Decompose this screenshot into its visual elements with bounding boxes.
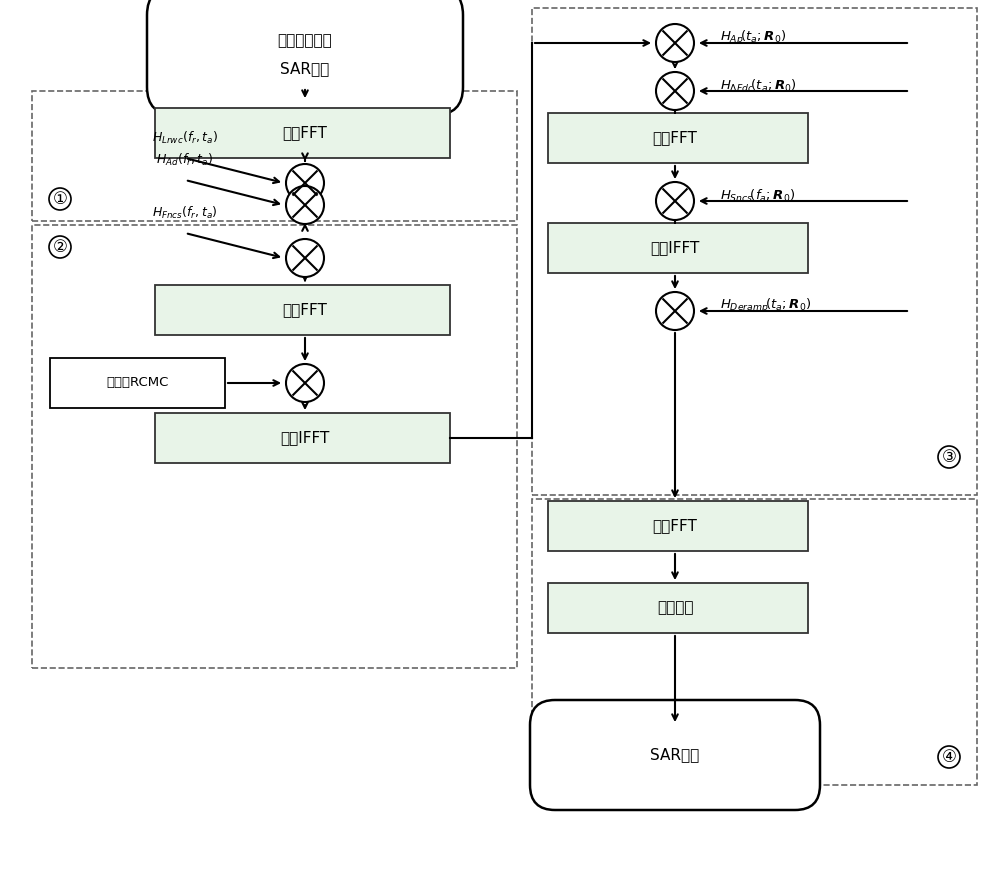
Circle shape — [656, 24, 694, 62]
Circle shape — [286, 364, 324, 402]
Text: 方位FFT: 方位FFT — [653, 130, 697, 146]
Text: ④: ④ — [942, 748, 956, 766]
Text: $H_{Fncs}\left(f_r,t_a\right)$: $H_{Fncs}\left(f_r,t_a\right)$ — [152, 205, 218, 221]
Circle shape — [656, 182, 694, 220]
Circle shape — [656, 292, 694, 330]
Bar — [548, 583, 808, 633]
Text: 方位IFFT: 方位IFFT — [280, 430, 330, 445]
Bar — [32, 91, 517, 221]
Bar — [155, 413, 450, 463]
Text: 方位FFT: 方位FFT — [653, 519, 697, 533]
Text: $H_{\Delta Fdc}\!\left(t_a;\boldsymbol{R}_0\right)$: $H_{\Delta Fdc}\!\left(t_a;\boldsymbol{R… — [720, 78, 797, 94]
Text: SAR成像: SAR成像 — [650, 747, 700, 762]
Text: $H_{Ad}\left(f_r,t_a\right)$: $H_{Ad}\left(f_r,t_a\right)$ — [156, 152, 214, 168]
Bar — [50, 358, 225, 408]
Bar — [548, 223, 808, 273]
Text: 统一的RCMC: 统一的RCMC — [106, 376, 169, 389]
FancyBboxPatch shape — [530, 700, 820, 810]
Circle shape — [286, 186, 324, 224]
Circle shape — [286, 164, 324, 202]
Text: 距离FFT: 距离FFT — [283, 126, 327, 141]
Text: $H_{Deramp}\!\left(t_a;\boldsymbol{R}_0\right)$: $H_{Deramp}\!\left(t_a;\boldsymbol{R}_0\… — [720, 297, 811, 315]
Text: ③: ③ — [942, 448, 956, 466]
Text: $H_{Sncs}\!\left(f_a;\boldsymbol{R}_0\right)$: $H_{Sncs}\!\left(f_a;\boldsymbol{R}_0\ri… — [720, 188, 795, 204]
FancyBboxPatch shape — [147, 0, 463, 115]
Circle shape — [286, 239, 324, 277]
Text: SAR数据: SAR数据 — [280, 61, 330, 77]
Bar — [155, 108, 450, 158]
Bar — [532, 499, 977, 785]
Text: $H_{Lrwc}\left(f_r,t_a\right)$: $H_{Lrwc}\left(f_r,t_a\right)$ — [152, 130, 218, 146]
Text: ①: ① — [53, 190, 67, 208]
Text: 方位IFFT: 方位IFFT — [650, 240, 700, 256]
Text: 方位FFT: 方位FFT — [283, 303, 327, 318]
Bar — [532, 8, 977, 495]
Text: $H_{Ap}\!\left(t_a;\boldsymbol{R}_0\right)$: $H_{Ap}\!\left(t_a;\boldsymbol{R}_0\righ… — [720, 29, 786, 47]
Bar — [548, 113, 808, 163]
Bar — [548, 501, 808, 551]
Bar — [155, 285, 450, 335]
Text: 距离脉压后的: 距离脉压后的 — [278, 32, 332, 48]
Text: 几何校正: 几何校正 — [657, 601, 693, 615]
Bar — [32, 225, 517, 668]
Circle shape — [656, 72, 694, 110]
Text: ②: ② — [53, 238, 67, 256]
